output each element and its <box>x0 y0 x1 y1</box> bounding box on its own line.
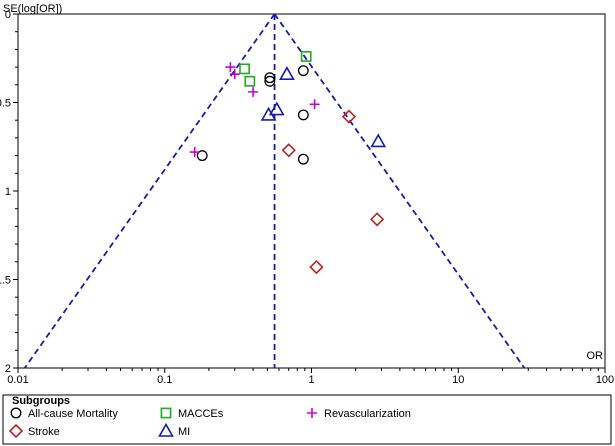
revasc-point <box>309 99 320 110</box>
legend-label-revasc: Revascularization <box>324 408 411 420</box>
revasc-point <box>225 62 236 73</box>
x-tick-label: 1 <box>308 374 314 386</box>
y-tick-label: 2 <box>5 363 11 375</box>
y-axis-title: SE(log[OR]) <box>3 3 62 15</box>
x-axis-title: OR <box>587 350 604 362</box>
legend-marker-stroke <box>8 423 24 439</box>
mi-point <box>268 101 285 116</box>
series-stroke <box>281 109 385 275</box>
mortality-point <box>264 75 276 87</box>
legend-title: Subgroups <box>12 395 70 407</box>
stroke-point <box>341 109 357 124</box>
legend-label-macce: MACCEs <box>178 408 224 420</box>
funnel-left-line <box>23 13 276 369</box>
legend: Subgroups All-cause Mortality MACCEs Revas… <box>2 394 612 445</box>
legend-marker-revasc <box>307 408 317 418</box>
series-mortality <box>196 65 309 165</box>
x-tick-label: 0.01 <box>7 374 28 386</box>
y-tick-label: 1 <box>5 186 11 198</box>
stroke-point <box>369 212 385 227</box>
axes: 0.01 0.1 1 10 100 0 0.5 1 1.5 2 <box>0 9 614 386</box>
x-tick-label: 100 <box>596 374 614 386</box>
funnel-lines <box>23 13 526 369</box>
revasc-point <box>248 86 259 97</box>
stroke-point <box>281 143 296 158</box>
stroke-point <box>309 259 324 275</box>
revasc-point <box>189 147 200 158</box>
x-tick-label: 0.1 <box>157 374 172 386</box>
series-mi <box>260 66 387 148</box>
mortality-point <box>264 72 276 84</box>
funnel-right-line <box>273 13 526 369</box>
legend-label-mi: MI <box>178 426 190 438</box>
mi-point <box>279 66 295 80</box>
mortality-point <box>196 150 208 162</box>
data-points <box>189 51 387 275</box>
macce-point <box>300 51 312 62</box>
mi-point <box>370 133 387 148</box>
series-revasc <box>189 62 320 158</box>
legend-box <box>2 394 612 445</box>
revasc-point <box>229 69 240 80</box>
legend-marker-mi <box>158 422 174 437</box>
mi-point <box>260 106 277 121</box>
mortality-point <box>297 153 309 165</box>
y-tick-label: 0 <box>5 9 11 21</box>
y-tick-label: 0.5 <box>0 98 11 110</box>
legend-marker-mortality <box>10 407 22 419</box>
mortality-point <box>297 109 309 121</box>
macce-point <box>239 63 250 75</box>
x-tick-label: 10 <box>452 374 464 386</box>
y-tick-label: 1.5 <box>0 275 11 287</box>
mortality-point <box>297 65 309 77</box>
legend-label-stroke: Stroke <box>28 426 60 438</box>
legend-marker-macce <box>160 407 172 419</box>
macce-point <box>244 75 256 87</box>
legend-label-mortality: All-cause Mortality <box>28 408 118 420</box>
series-macce <box>239 51 312 87</box>
